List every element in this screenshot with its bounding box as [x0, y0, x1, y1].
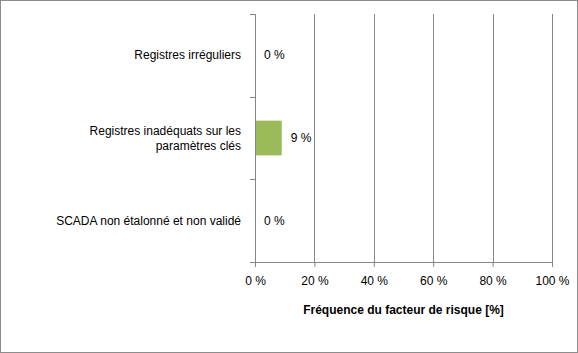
y-axis-line	[255, 15, 256, 263]
x-tick-mark	[552, 262, 553, 267]
y-axis	[255, 15, 256, 263]
grid-line	[433, 14, 434, 262]
grid-line	[493, 14, 494, 262]
x-tick-label: 20 %	[301, 274, 329, 288]
x-tick-mark	[255, 262, 256, 267]
y-tick-mark	[250, 262, 255, 263]
x-tick: 60 %	[420, 262, 448, 288]
x-axis-title: Fréquence du facteur de risque [%]	[303, 303, 504, 317]
x-tick: 0 %	[245, 262, 266, 288]
category-label: Registres inadéquats sur lesparamètres c…	[90, 124, 241, 153]
x-tick: 20 %	[301, 262, 329, 288]
x-tick-label: 100 %	[535, 274, 569, 288]
x-tick-label: 60 %	[420, 274, 448, 288]
category-label: Registres irréguliers	[134, 48, 241, 62]
grid-line	[314, 14, 315, 262]
grid-line	[255, 14, 256, 262]
data-label: 0 %	[264, 214, 285, 228]
y-tick-mark	[250, 97, 255, 98]
y-tick-mark	[250, 14, 255, 15]
category-label: SCADA non étalonné et non validé	[56, 214, 241, 228]
x-tick: 100 %	[535, 262, 569, 288]
bar	[255, 121, 282, 156]
x-tick-label: 0 %	[245, 274, 266, 288]
grid-line	[552, 14, 553, 262]
x-tick-mark	[493, 262, 494, 267]
x-tick: 80 %	[479, 262, 507, 288]
x-tick: 40 %	[361, 262, 389, 288]
x-tick-mark	[314, 262, 315, 267]
x-tick-label: 40 %	[361, 274, 389, 288]
plot: 0 % 20 % 40 % 60 % 80 % 100 % Registres irrégu…	[56, 14, 570, 288]
chart: 0 % 20 % 40 % 60 % 80 % 100 % Registres irrégu…	[0, 0, 578, 353]
x-tick-mark	[433, 262, 434, 267]
data-label: 9 %	[291, 131, 312, 145]
x-axis-line	[256, 262, 553, 263]
chart-border	[1, 1, 578, 353]
x-axis: 0 % 20 % 40 % 60 % 80 % 100 %	[245, 262, 570, 288]
x-tick-label: 80 %	[479, 274, 507, 288]
bars	[255, 121, 282, 156]
grid	[256, 14, 553, 262]
data-labels: 0 % 9 % 0 %	[264, 48, 312, 227]
y-tick-mark	[250, 179, 255, 180]
x-tick-mark	[374, 262, 375, 267]
data-label: 0 %	[264, 48, 285, 62]
grid-line	[374, 14, 375, 262]
